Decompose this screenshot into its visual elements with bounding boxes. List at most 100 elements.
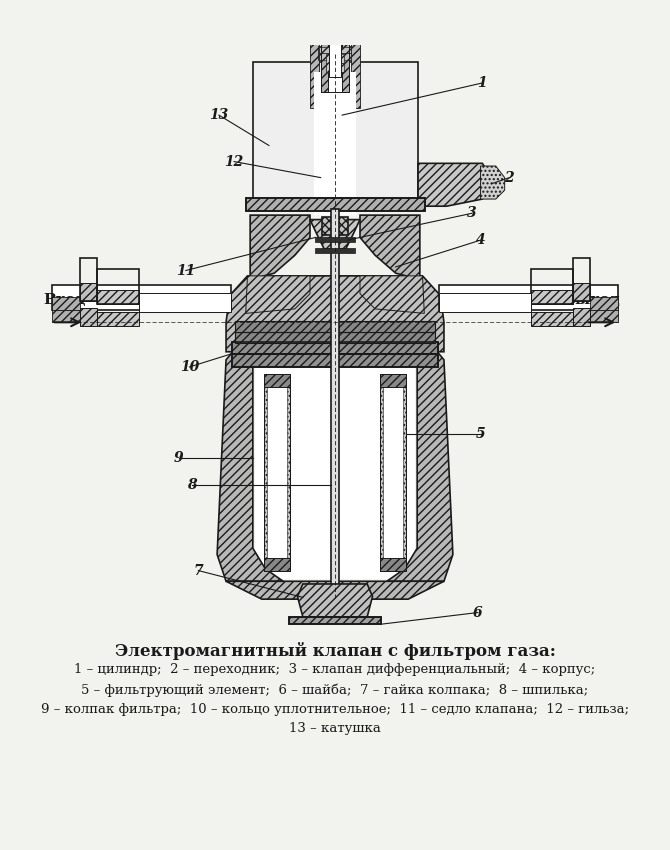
Bar (380, 374, 407, 570)
Text: 1 – цилиндр;  2 – переходник;  3 – клапан дифференциальный;  4 – корпус;: 1 – цилиндр; 2 – переходник; 3 – клапан … (74, 664, 596, 677)
Bar (317, 99, 353, 106)
Bar (289, 617, 381, 624)
Bar (317, 137, 353, 144)
Bar (531, 312, 574, 326)
Text: 5 – фильтрующий элемент;  6 – шайба;  7 – гайка колпака;  8 – шпилька;: 5 – фильтрующий элемент; 6 – шайба; 7 – … (81, 683, 589, 697)
Bar (80, 308, 96, 326)
Bar (317, 174, 353, 181)
Bar (440, 293, 531, 313)
Bar (52, 298, 80, 309)
Bar (232, 354, 438, 367)
Text: Выход: Выход (563, 293, 620, 307)
Bar (342, 0, 349, 92)
Text: 7: 7 (194, 564, 203, 577)
Polygon shape (480, 166, 505, 199)
Bar (329, 0, 341, 76)
Text: 6: 6 (473, 605, 482, 620)
Text: 5: 5 (476, 427, 485, 441)
Bar (316, 96, 354, 105)
Bar (289, 617, 381, 624)
Bar (590, 309, 618, 322)
Bar (330, 209, 340, 596)
Bar (316, 146, 354, 156)
Text: 4: 4 (476, 233, 485, 247)
Bar (440, 285, 618, 309)
Text: 9 – колпак фильтра;  10 – кольцо уплотнительное;  11 – седло клапана;  12 – гиль: 9 – колпак фильтра; 10 – кольцо уплотнит… (41, 703, 629, 716)
Bar (263, 558, 290, 570)
Bar (316, 109, 354, 118)
Bar (326, 53, 344, 72)
Polygon shape (360, 215, 420, 280)
Bar (246, 198, 425, 211)
Bar (317, 124, 353, 131)
Polygon shape (217, 349, 283, 581)
Bar (317, 162, 353, 168)
Text: 2: 2 (505, 171, 514, 184)
Text: 9: 9 (174, 451, 184, 465)
Text: 11: 11 (176, 264, 196, 277)
Bar (263, 374, 290, 570)
Bar (80, 258, 96, 301)
Text: 8: 8 (188, 478, 197, 492)
Bar (326, 54, 344, 63)
Text: Вход: Вход (43, 293, 85, 307)
Bar (574, 258, 590, 301)
Polygon shape (387, 349, 453, 581)
Polygon shape (246, 276, 310, 314)
Polygon shape (226, 276, 444, 352)
Polygon shape (418, 163, 491, 207)
Polygon shape (297, 584, 373, 617)
Bar (590, 298, 618, 309)
Bar (319, 48, 351, 54)
Bar (316, 133, 354, 143)
Bar (235, 321, 435, 332)
Bar (52, 285, 230, 309)
Bar (316, 172, 354, 180)
Text: 13 – катушка: 13 – катушка (289, 722, 381, 735)
Bar (383, 377, 403, 567)
Text: Электромагнитный клапан с фильтром газа:: Электромагнитный клапан с фильтром газа: (115, 642, 555, 660)
Bar (246, 198, 425, 211)
Bar (80, 283, 96, 301)
Bar (531, 269, 574, 304)
Polygon shape (250, 215, 310, 280)
Bar (232, 342, 438, 354)
Polygon shape (226, 581, 444, 599)
Bar (235, 332, 435, 343)
Bar (232, 342, 438, 354)
Bar (263, 374, 290, 387)
Text: 3: 3 (467, 207, 476, 220)
Polygon shape (310, 219, 360, 249)
Bar (52, 309, 80, 322)
Bar (263, 374, 290, 570)
Bar (326, 63, 344, 72)
Bar (574, 283, 590, 301)
Text: 10: 10 (180, 360, 199, 374)
Bar (96, 312, 139, 326)
Text: 1: 1 (478, 76, 487, 90)
Polygon shape (360, 276, 424, 314)
Bar (316, 237, 354, 242)
Bar (380, 374, 407, 387)
Bar (253, 61, 418, 204)
Bar (310, 27, 319, 108)
Bar (319, 48, 351, 60)
Bar (531, 290, 574, 304)
Bar (316, 159, 354, 167)
Bar (321, 0, 328, 92)
Bar (96, 269, 139, 304)
Bar (96, 290, 139, 304)
Bar (574, 308, 590, 326)
Bar (267, 377, 287, 567)
Bar (232, 354, 438, 367)
Text: 13: 13 (209, 108, 228, 122)
Bar (351, 27, 360, 108)
Bar (255, 349, 415, 580)
Bar (322, 217, 348, 235)
Bar (321, 0, 349, 92)
Bar (316, 122, 354, 130)
Bar (139, 293, 230, 313)
Bar (316, 248, 354, 252)
Bar (317, 149, 353, 156)
Text: 12: 12 (224, 155, 244, 168)
